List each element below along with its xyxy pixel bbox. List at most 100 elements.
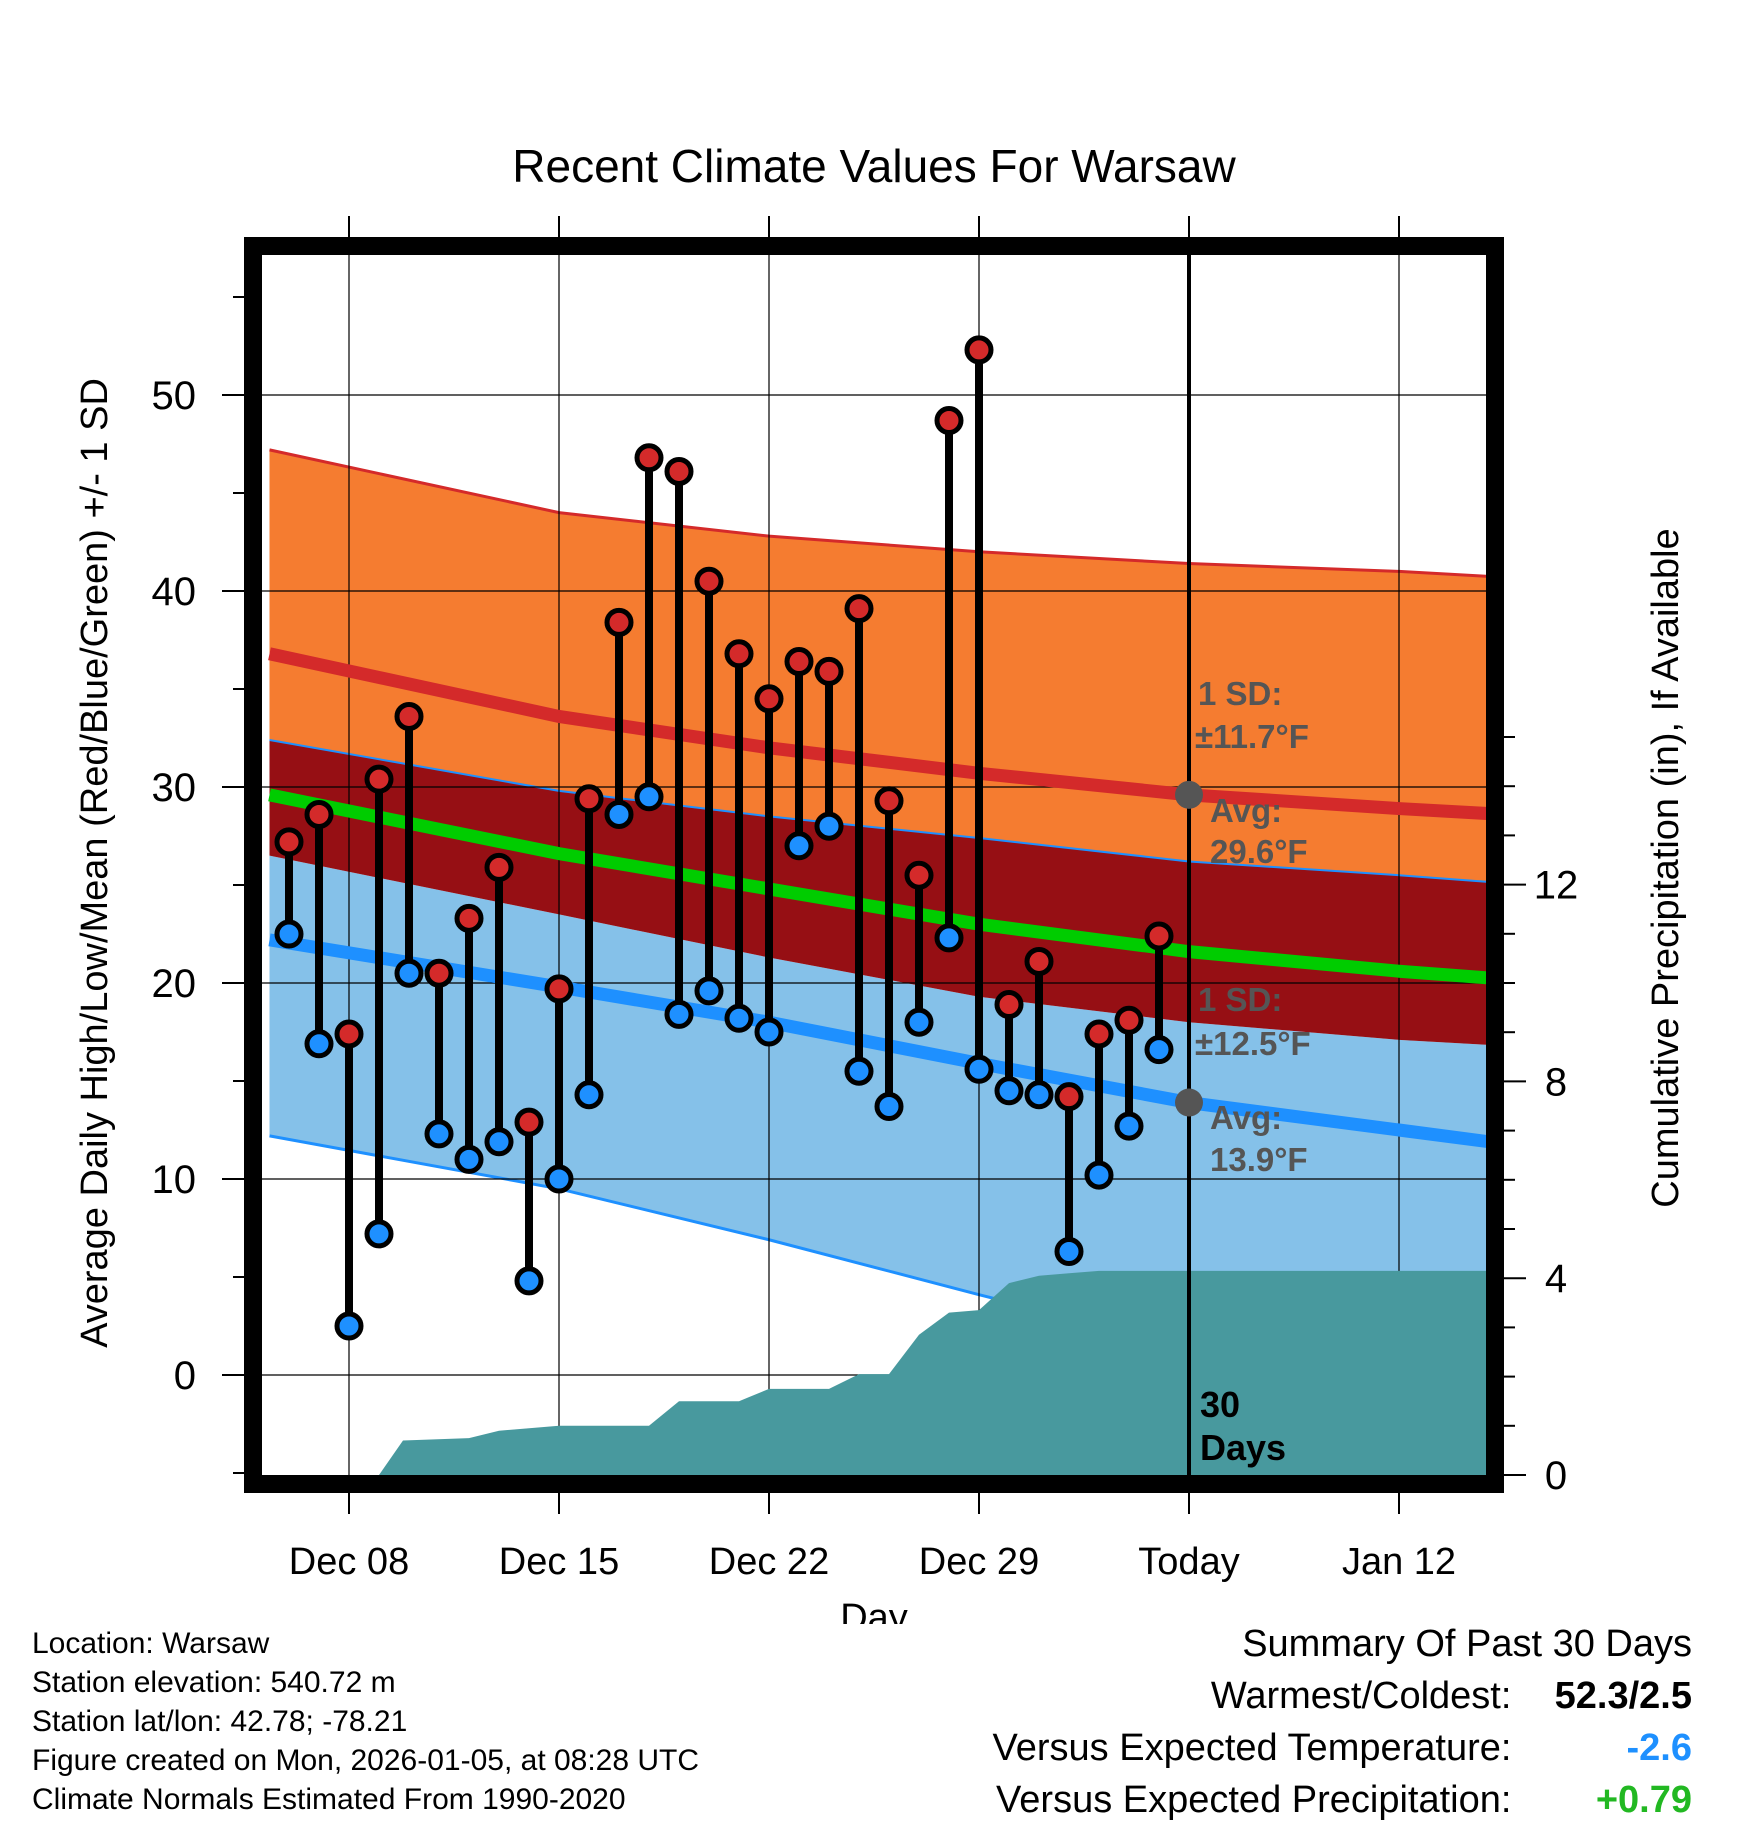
low-sd-label: 1 SD: — [1198, 981, 1282, 1018]
precip-row: Versus Expected Precipitation: +0.79 — [993, 1774, 1692, 1826]
high-point — [784, 647, 814, 677]
low-point — [604, 799, 634, 829]
low-point — [994, 1076, 1024, 1106]
high-point — [814, 656, 844, 686]
high-avg-marker — [1175, 780, 1203, 809]
high-point — [424, 958, 454, 988]
y-tick-label: 10 — [152, 1158, 197, 1202]
summary-title: Summary Of Past 30 Days — [1242, 1623, 1692, 1665]
y2-tick-label: 12 — [1534, 864, 1579, 908]
y-tick-label: 0 — [174, 1354, 196, 1398]
y-tick-label: 40 — [152, 570, 197, 614]
x-axis-label: Day — [840, 1597, 908, 1624]
low-point — [424, 1119, 454, 1149]
low-point — [274, 919, 304, 949]
high-point — [1054, 1082, 1084, 1112]
low-avg-label: Avg: — [1210, 1099, 1282, 1136]
axes: Recent Climate Values For Warsaw Day Avera… — [74, 140, 1687, 1624]
high-point — [1144, 921, 1174, 951]
latlon-text: Station lat/lon: 42.78; -78.21 — [32, 1705, 408, 1738]
warm-cold-label: Warmest/Coldest: — [1210, 1675, 1512, 1717]
high-point — [454, 903, 484, 933]
high-point — [904, 860, 934, 890]
high-point — [1114, 1005, 1144, 1035]
elevation-text: Station elevation: 540.72 m — [32, 1666, 396, 1699]
high-point — [874, 786, 904, 816]
high-point — [514, 1107, 544, 1137]
low-point — [724, 1003, 754, 1033]
low-point — [544, 1164, 574, 1194]
high-avg-label: Avg: — [1210, 792, 1282, 829]
high-point — [334, 1019, 364, 1049]
low-point — [454, 1144, 484, 1174]
low-point — [814, 811, 844, 841]
low-avg-value: 13.9°F — [1210, 1141, 1308, 1178]
high-point — [604, 607, 634, 637]
warm-cold-value: 52.3/2.5 — [1554, 1675, 1692, 1717]
overlap-band — [269, 739, 1486, 1045]
high-point — [754, 684, 784, 714]
high-point — [844, 594, 874, 624]
location-text: Location: Warsaw — [32, 1627, 270, 1660]
high-point — [304, 799, 334, 829]
high-point — [994, 990, 1024, 1020]
warm-cold-row: Warmest/Coldest: 52.3/2.5 — [993, 1670, 1692, 1722]
high-point — [934, 405, 964, 435]
low-point — [364, 1219, 394, 1249]
y-tick-label: 30 — [152, 766, 197, 810]
high-point — [1084, 1019, 1114, 1049]
precip-fill — [340, 1270, 1486, 1475]
plot-frame — [244, 237, 1504, 1493]
low-point — [1084, 1160, 1114, 1190]
low-point — [904, 1007, 934, 1037]
high-point — [964, 335, 994, 365]
y-tick-label: 50 — [152, 374, 197, 418]
low-point — [1054, 1237, 1084, 1267]
y2-tick-label: 4 — [1545, 1257, 1567, 1301]
normal-annotations: 1 SD: ±11.7°F Avg: 29.6°F 1 SD: ±12.5°F Avg: 13… — [1175, 675, 1311, 1178]
low-point — [304, 1029, 334, 1059]
high-sd-band — [269, 449, 1486, 882]
temp-row: Versus Expected Temperature: -2.6 — [993, 1722, 1692, 1774]
low-point — [964, 1054, 994, 1084]
high-point — [694, 566, 724, 596]
high-point — [574, 784, 604, 814]
low-point — [754, 1017, 784, 1047]
x-tick-label: Jan 12 — [1342, 1541, 1456, 1583]
low-point — [1024, 1080, 1054, 1110]
temp-label: Versus Expected Temperature: — [992, 1727, 1512, 1769]
low-point — [484, 1127, 514, 1157]
precip-value: +0.79 — [1595, 1779, 1692, 1821]
low-point — [634, 782, 664, 812]
x-tick-label: Dec 08 — [289, 1541, 409, 1583]
low-point — [874, 1091, 904, 1121]
low-point — [934, 923, 964, 953]
low-point — [334, 1311, 364, 1341]
high-point — [274, 827, 304, 857]
high-sd-value: ±11.7°F — [1195, 718, 1309, 755]
low-point — [514, 1266, 544, 1296]
low-point — [784, 831, 814, 861]
temp-value: -2.6 — [1626, 1727, 1692, 1769]
high-point — [484, 852, 514, 882]
y2-axis-label: Cumulative Precipitation (in), If Availa… — [1645, 528, 1687, 1207]
precip-area — [340, 1270, 1486, 1475]
summary-panel: Summary Of Past 30 Days Warmest/Coldest:… — [993, 1618, 1692, 1826]
high-avg-value: 29.6°F — [1210, 833, 1308, 870]
y-axis-label: Average Daily High/Low/Mean (Red/Blue/Gr… — [74, 378, 116, 1348]
x-tick-label: Dec 15 — [499, 1541, 619, 1583]
low-sd-value: ±12.5°F — [1195, 1025, 1311, 1062]
low-point — [394, 958, 424, 988]
x-tick-label: Dec 29 — [919, 1541, 1039, 1583]
low-point — [844, 1056, 874, 1086]
chart-title: Recent Climate Values For Warsaw — [512, 140, 1236, 192]
low-point — [1144, 1035, 1174, 1065]
high-point — [724, 639, 754, 669]
station-info: Location: Warsaw Station elevation: 540.… — [32, 1624, 699, 1819]
y2-tick-label: 0 — [1545, 1454, 1567, 1498]
low-point — [1114, 1111, 1144, 1141]
low-point — [694, 976, 724, 1006]
y2-tick-label: 8 — [1545, 1060, 1567, 1104]
low-point — [664, 999, 694, 1029]
